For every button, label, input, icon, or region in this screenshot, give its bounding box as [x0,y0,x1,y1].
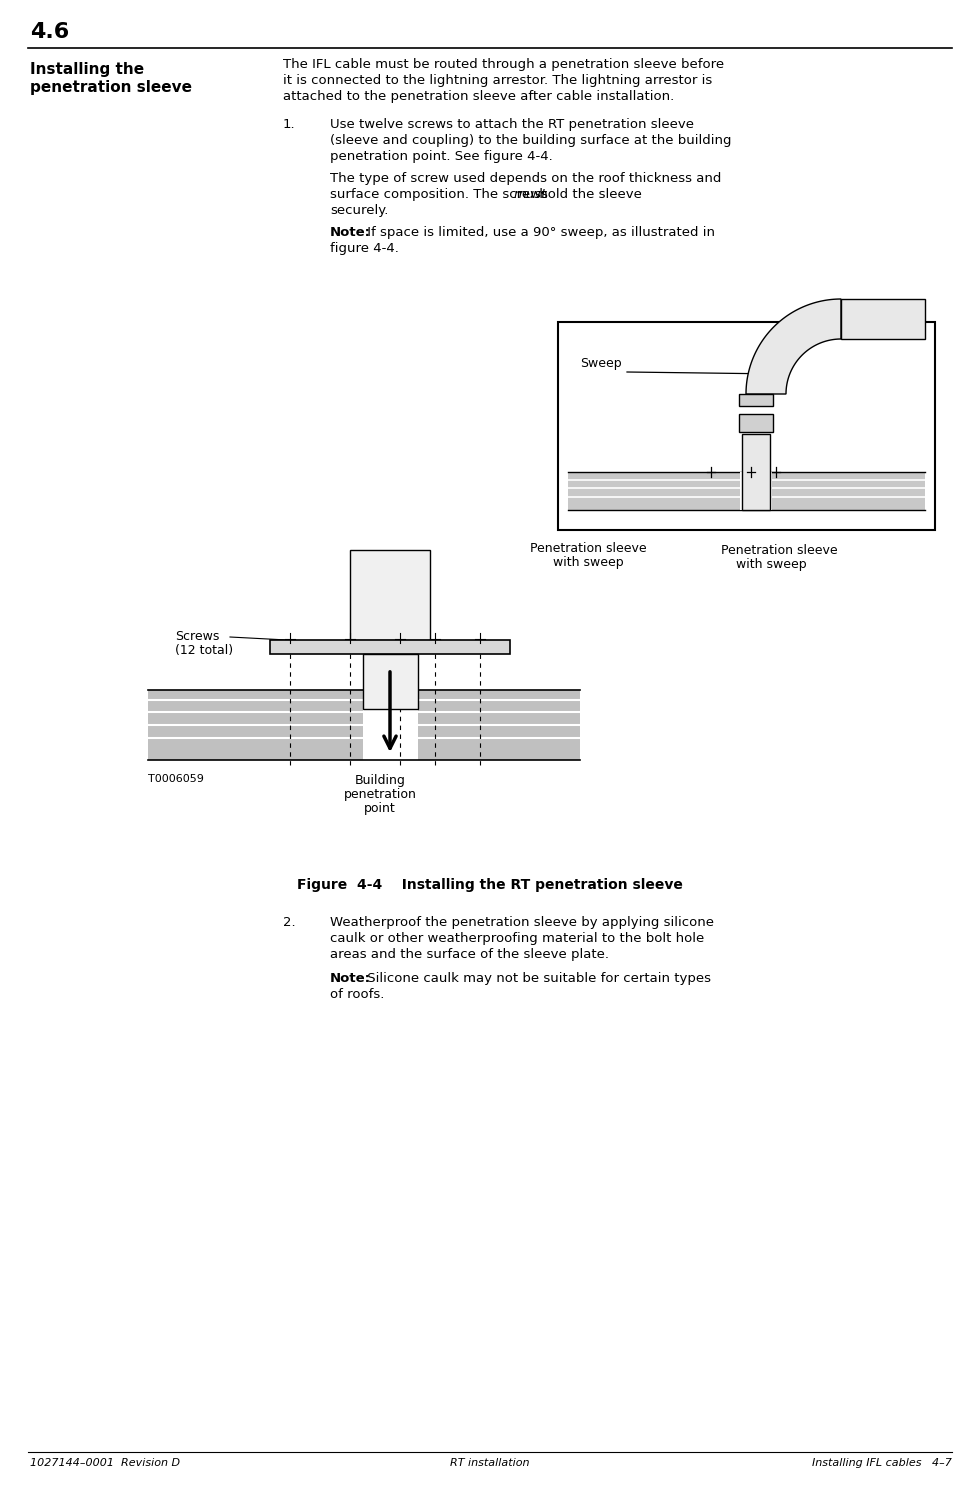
Text: Weatherproof the penetration sleeve by applying silicone: Weatherproof the penetration sleeve by a… [330,916,714,929]
Text: Note:: Note: [330,972,371,986]
Polygon shape [746,299,841,395]
Bar [742,433,770,511]
Bar [558,322,935,530]
Bar [350,549,430,640]
Text: with sweep: with sweep [736,558,807,570]
Text: hold the sleeve: hold the sleeve [535,188,642,201]
Text: (12 total): (12 total) [175,645,233,657]
Text: Penetration sleeve: Penetration sleeve [529,542,647,555]
Bar [739,395,773,406]
Text: 1.: 1. [283,118,296,131]
Text: areas and the surface of the sleeve plate.: areas and the surface of the sleeve plat… [330,948,609,960]
Text: penetration sleeve: penetration sleeve [30,80,192,95]
Text: must: must [514,188,547,201]
Text: Figure  4-4    Installing the RT penetration sleeve: Figure 4-4 Installing the RT penetration… [297,879,683,892]
Text: of roofs.: of roofs. [330,989,384,1001]
Text: Sweep: Sweep [580,357,621,371]
Text: If space is limited, use a 90° sweep, as illustrated in: If space is limited, use a 90° sweep, as… [364,226,715,240]
Text: Building: Building [355,774,406,788]
Bar [270,640,510,654]
Bar [363,654,418,709]
Bar [739,414,773,432]
Text: Note:: Note: [330,226,371,240]
Text: RT installation: RT installation [450,1458,530,1468]
Bar [740,472,772,511]
Text: surface composition. The screws: surface composition. The screws [330,188,552,201]
Text: The type of screw used depends on the roof thickness and: The type of screw used depends on the ro… [330,173,721,185]
Text: Penetration sleeve: Penetration sleeve [721,543,838,557]
Text: (sleeve and coupling) to the building surface at the building: (sleeve and coupling) to the building su… [330,134,731,147]
Text: caulk or other weatherproofing material to the bolt hole: caulk or other weatherproofing material … [330,932,705,946]
Bar [148,689,580,759]
Text: Installing the: Installing the [30,63,144,77]
Text: it is connected to the lightning arrestor. The lightning arrestor is: it is connected to the lightning arresto… [283,74,712,86]
Text: Silicone caulk may not be suitable for certain types: Silicone caulk may not be suitable for c… [364,972,711,986]
Text: 1027144–0001  Revision D: 1027144–0001 Revision D [30,1458,180,1468]
Text: 4.6: 4.6 [30,22,70,42]
Text: figure 4-4.: figure 4-4. [330,243,399,255]
Text: Use twelve screws to attach the RT penetration sleeve: Use twelve screws to attach the RT penet… [330,118,694,131]
Text: with sweep: with sweep [553,555,623,569]
Bar [568,472,925,511]
Text: penetration: penetration [344,788,416,801]
Text: Screws: Screws [175,630,220,643]
Text: 2.: 2. [283,916,296,929]
Bar [841,299,925,339]
Text: point: point [365,803,396,814]
Text: Installing IFL cables   4–7: Installing IFL cables 4–7 [812,1458,952,1468]
Text: securely.: securely. [330,204,388,217]
Text: attached to the penetration sleeve after cable installation.: attached to the penetration sleeve after… [283,89,674,103]
Bar [363,689,418,759]
Text: penetration point. See figure 4-4.: penetration point. See figure 4-4. [330,150,553,162]
Text: T0006059: T0006059 [148,774,204,785]
Text: The IFL cable must be routed through a penetration sleeve before: The IFL cable must be routed through a p… [283,58,724,71]
